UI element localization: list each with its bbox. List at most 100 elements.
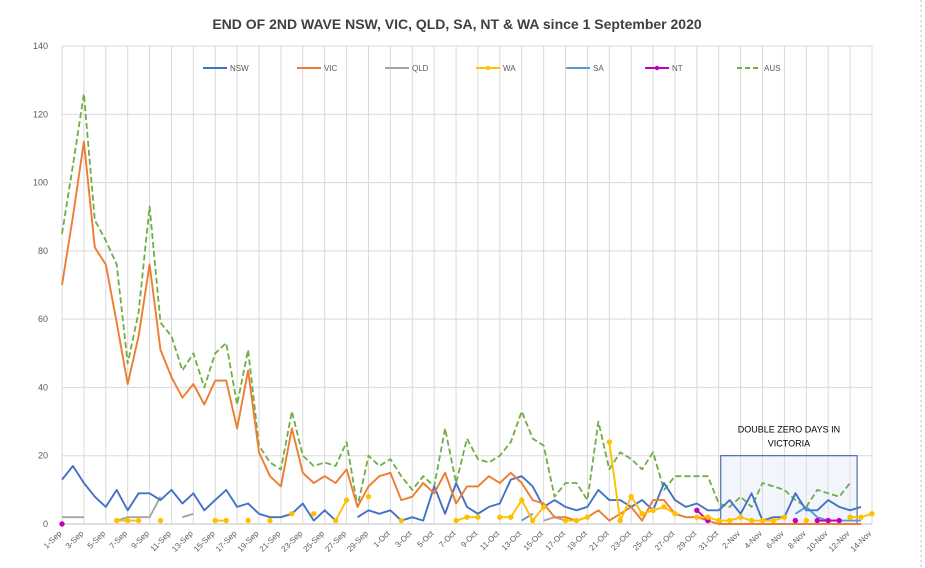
legend-label-nt: NT [672, 64, 683, 73]
series-wa [114, 439, 875, 524]
y-tick-label: 60 [38, 314, 48, 324]
x-tick-label: 23-Sep [280, 529, 305, 554]
point-wa [529, 517, 536, 524]
point-wa [311, 511, 317, 517]
x-tick-label: 31-Oct [697, 529, 721, 553]
x-tick-label: 12-Nov [827, 529, 852, 554]
x-tick-label: 19-Oct [565, 529, 589, 553]
x-tick-label: 6-Nov [764, 529, 785, 550]
point-wa [661, 504, 667, 510]
point-wa [650, 507, 656, 514]
point-wa [716, 517, 722, 524]
series-line-nsw [61, 465, 337, 522]
point-wa [584, 514, 591, 520]
x-tick-label: 29-Sep [345, 529, 370, 554]
y-tick-label: 0 [43, 519, 48, 529]
x-tick-label: 9-Oct [459, 529, 480, 550]
x-tick-label: 17-Oct [544, 529, 568, 553]
x-tick-label: 29-Oct [675, 529, 699, 553]
legend-item-nt: NT [645, 64, 683, 73]
point-wa [365, 493, 372, 500]
x-tick-label: 17-Sep [214, 529, 239, 554]
x-tick-label: 11-Sep [149, 529, 174, 554]
point-wa [497, 514, 503, 520]
point-wa [639, 511, 645, 517]
y-tick-label: 140 [33, 41, 48, 51]
legend-item-nsw: NSW [203, 64, 249, 73]
point-wa [212, 517, 218, 524]
x-tick-label: 19-Sep [236, 529, 261, 554]
point-nt [694, 507, 700, 514]
point-wa [606, 439, 612, 445]
x-tick-label: 13-Sep [170, 529, 195, 554]
series-line-wa [334, 499, 348, 522]
point-wa [453, 517, 459, 524]
series-line-vic [61, 140, 862, 525]
legend-marker-nt [654, 65, 660, 71]
x-tick-label: 25-Oct [631, 529, 655, 553]
x-tick-label: 11-Oct [478, 529, 501, 552]
point-wa [748, 517, 755, 524]
point-wa [289, 511, 295, 517]
y-tick-label: 40 [38, 382, 48, 392]
annotation-text-line1: DOUBLE ZERO DAYS IN [738, 425, 840, 435]
legend-label-vic: VIC [324, 64, 338, 73]
point-wa [573, 517, 580, 524]
x-tick-label: 25-Sep [302, 529, 327, 554]
legend-item-aus: AUS [737, 64, 780, 73]
point-wa [267, 517, 273, 524]
point-wa [540, 504, 547, 510]
x-tick-label: 27-Oct [653, 529, 677, 553]
point-wa [694, 514, 700, 520]
x-tick-label: 15-Oct [522, 529, 546, 553]
legend-label-qld: QLD [412, 64, 429, 73]
point-wa [124, 517, 131, 524]
annotation-text-line2: VICTORIA [768, 439, 810, 449]
x-tick-label: 21-Sep [258, 529, 283, 554]
x-tick-label: 1-Sep [42, 529, 64, 551]
double-zero-annotation: DOUBLE ZERO DAYS IN VICTORIA [720, 425, 858, 525]
point-nt [59, 521, 65, 527]
annotation-box [720, 455, 858, 525]
y-tick-label: 80 [38, 246, 48, 256]
x-tick-label: 23-Oct [609, 529, 633, 553]
y-tick-label: 120 [33, 109, 48, 119]
point-wa [464, 514, 470, 520]
x-tick-label: 7-Sep [108, 529, 130, 551]
point-wa [737, 514, 744, 520]
point-wa [770, 517, 777, 524]
point-wa [245, 517, 251, 524]
point-wa [672, 511, 678, 517]
series-line-nsw [356, 475, 862, 522]
point-wa [508, 514, 514, 520]
series-line-sa [521, 512, 534, 522]
point-nt [825, 517, 831, 524]
x-tick-label: 7-Oct [437, 529, 458, 550]
point-wa [617, 517, 623, 524]
point-wa [223, 517, 229, 524]
point-nt [792, 517, 799, 524]
point-wa [858, 514, 864, 520]
point-wa [398, 517, 405, 524]
series-line-qld [116, 496, 162, 522]
legend-label-nsw: NSW [230, 64, 249, 73]
point-wa [727, 517, 733, 524]
series-line-aus [61, 92, 851, 508]
x-tick-label: 3-Oct [393, 529, 414, 550]
point-wa [135, 517, 142, 524]
legend-item-qld: QLD [385, 64, 429, 73]
legend-item-sa: SA [566, 64, 604, 73]
legend-label-wa: WA [503, 64, 516, 73]
x-tick-label: 10-Nov [805, 529, 830, 554]
point-wa [628, 493, 634, 500]
legend-item-wa: WA [476, 64, 516, 73]
x-tick-label: 27-Sep [323, 529, 348, 554]
series-vic [61, 140, 862, 525]
point-wa [475, 514, 481, 520]
x-axis-ticks: 1-Sep 3-Sep 5-Sep 7-Sep 9-Sep11-Sep13-Sep15-… [42, 529, 873, 554]
gridlines [61, 45, 873, 525]
point-wa [562, 517, 569, 524]
point-wa [781, 514, 788, 520]
